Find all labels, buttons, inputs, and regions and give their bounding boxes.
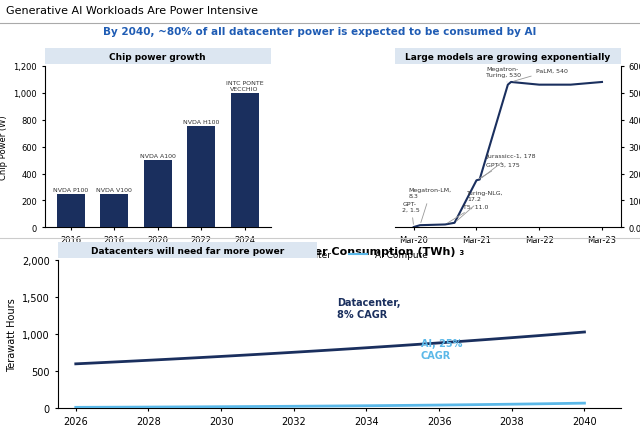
Text: NVDA A100: NVDA A100 <box>140 154 175 159</box>
Bar <box>100 194 129 228</box>
Text: GPT-
2, 1.5: GPT- 2, 1.5 <box>403 202 420 225</box>
Title: Datacenter Power Consumption (TWh) ₃: Datacenter Power Consumption (TWh) ₃ <box>214 247 464 257</box>
Text: Jurassicc-1, 178: Jurassicc-1, 178 <box>482 154 536 178</box>
Bar <box>230 94 259 228</box>
Text: T5, 11.0: T5, 11.0 <box>447 204 488 224</box>
Title: Power consumption (W) per chip ₁: Power consumption (W) per chip ₁ <box>74 53 241 63</box>
Y-axis label: Terawatt Hours: Terawatt Hours <box>6 298 17 371</box>
Text: By 2040, ~80% of all datacenter power is expected to be consumed by AI: By 2040, ~80% of all datacenter power is… <box>103 27 537 37</box>
Text: PaLM, 540: PaLM, 540 <box>514 68 568 82</box>
Text: Turing-NLG,
17.2: Turing-NLG, 17.2 <box>456 191 504 221</box>
Text: Generative AI Workloads Are Power Intensive: Generative AI Workloads Are Power Intens… <box>6 6 259 16</box>
Text: Megatron-LM,
8.3: Megatron-LM, 8.3 <box>409 188 452 223</box>
Text: AI, 25%
CAGR: AI, 25% CAGR <box>421 338 462 360</box>
Bar <box>143 161 172 228</box>
Text: Large models are growing exponentially: Large models are growing exponentially <box>405 52 611 61</box>
Bar <box>187 127 215 228</box>
Text: INTC PONTE
VECCHIO: INTC PONTE VECCHIO <box>226 81 264 92</box>
Text: Model size (in billions of parameter) ₂: Model size (in billions of parameter) ₂ <box>395 53 578 63</box>
Text: NVDA V100: NVDA V100 <box>97 187 132 192</box>
Text: NVDA H100: NVDA H100 <box>183 120 220 125</box>
Text: Chip power growth: Chip power growth <box>109 52 206 61</box>
Legend: Data Center, AI Compute: Data Center, AI Compute <box>247 247 431 263</box>
Text: Megatron-
Turing, 530: Megatron- Turing, 530 <box>486 67 521 83</box>
Text: Datacenter,
8% CAGR: Datacenter, 8% CAGR <box>337 298 401 319</box>
Bar <box>57 194 85 228</box>
Y-axis label: Chip Power (W): Chip Power (W) <box>0 115 8 179</box>
Text: GPT-3, 175: GPT-3, 175 <box>479 163 520 179</box>
Text: NVDA P100: NVDA P100 <box>53 187 88 192</box>
Text: Datacenters will need far more power: Datacenters will need far more power <box>90 246 284 255</box>
